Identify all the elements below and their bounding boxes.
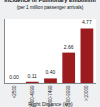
svg-text:4.77: 4.77 xyxy=(82,19,92,25)
svg-text:Flight Distance (km): Flight Distance (km) xyxy=(28,101,73,107)
svg-text:Incidence of Pulmonary Embolis: Incidence of Pulmonary Embolism(per 1 mi… xyxy=(4,0,95,10)
svg-text:0.00: 0.00 xyxy=(9,74,19,80)
svg-text:7500-9999: 7500-9999 xyxy=(66,85,71,107)
svg-text:2.66: 2.66 xyxy=(64,44,74,50)
svg-text:<2500: <2500 xyxy=(12,85,17,98)
svg-text:2500-4999: 2500-4999 xyxy=(30,85,35,107)
svg-text:>10000: >10000 xyxy=(84,85,89,101)
svg-text:5000-7499: 5000-7499 xyxy=(48,85,53,107)
svg-text:0.40: 0.40 xyxy=(46,69,56,75)
svg-text:0.11: 0.11 xyxy=(28,73,38,79)
